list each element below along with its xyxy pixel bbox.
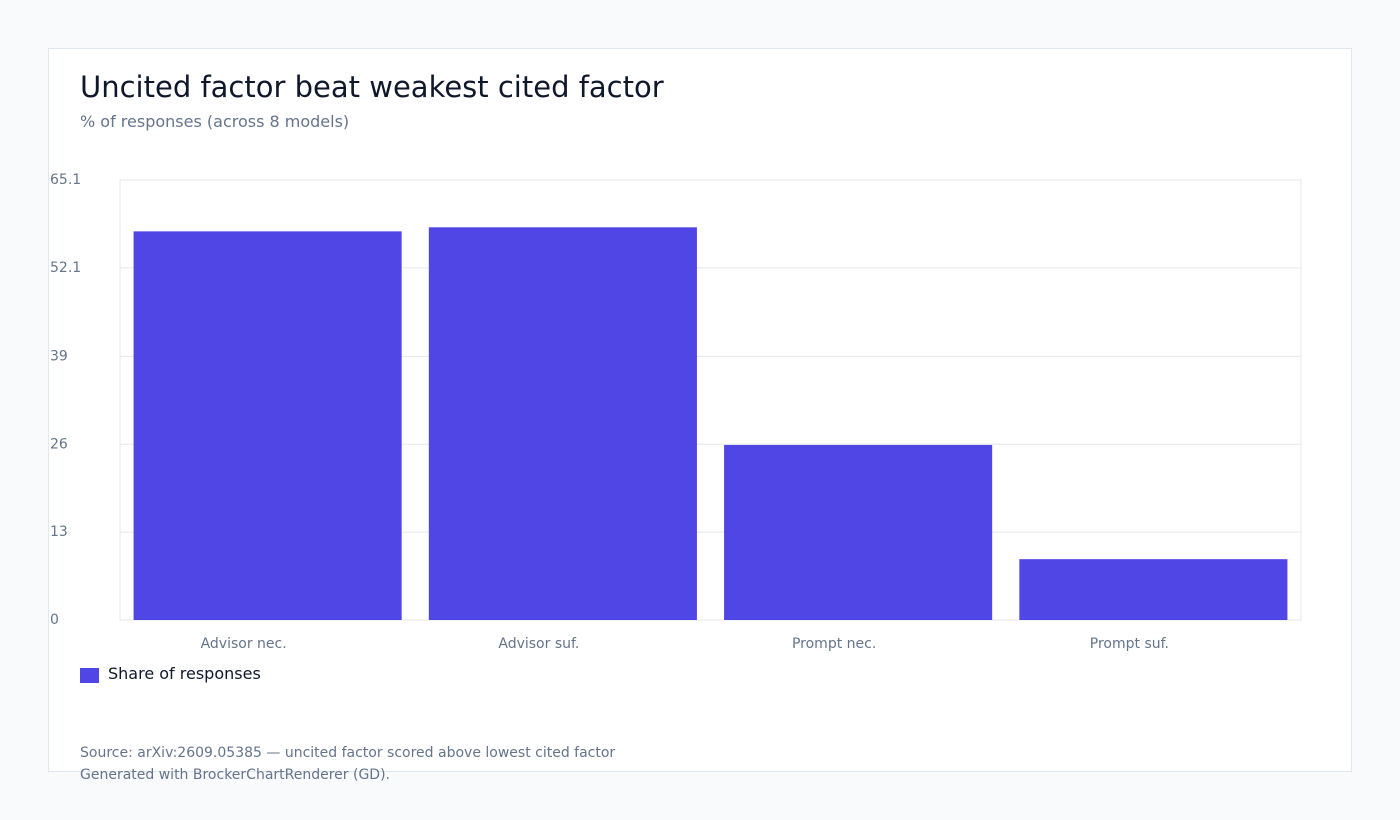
y-tick-label: 26	[50, 436, 68, 452]
x-axis-ticks: Advisor nec. Advisor suf. Prompt nec. Promp…	[201, 636, 1169, 652]
x-tick-label: Prompt suf.	[1090, 636, 1169, 652]
bar	[428, 227, 697, 620]
chart-subtitle: % of responses (across 8 models)	[80, 112, 350, 131]
bar	[133, 231, 402, 620]
legend: Share of responses	[80, 664, 261, 683]
bar	[724, 444, 993, 620]
y-tick-label: 65.1	[50, 172, 81, 188]
bars	[133, 227, 1288, 620]
bar	[1019, 559, 1288, 620]
x-tick-label: Advisor nec.	[201, 636, 287, 652]
x-tick-label: Prompt nec.	[792, 636, 876, 652]
x-tick-label: Advisor suf.	[498, 636, 579, 652]
chart-title: Uncited factor beat weakest cited factor	[80, 70, 664, 104]
generated-note: Generated with BrockerChartRenderer (GD)…	[80, 767, 390, 783]
source-note: Source: arXiv:2609.05385 — uncited facto…	[80, 745, 616, 761]
y-tick-label: 52.1	[50, 260, 81, 276]
y-tick-label: 39	[50, 348, 68, 364]
legend-label: Share of responses	[108, 664, 261, 683]
y-axis-ticks: 0 13 26 39 52.1 65.1	[50, 172, 81, 628]
y-tick-label: 13	[50, 524, 68, 540]
legend-swatch	[80, 667, 99, 683]
y-tick-label: 0	[50, 612, 59, 628]
